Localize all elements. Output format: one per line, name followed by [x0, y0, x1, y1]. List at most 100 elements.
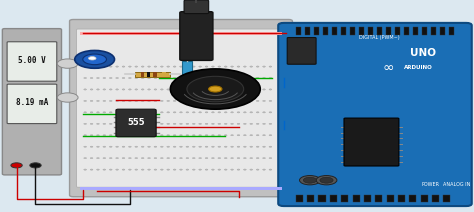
Circle shape — [250, 89, 253, 90]
Circle shape — [186, 135, 189, 136]
Circle shape — [103, 66, 106, 67]
Circle shape — [218, 89, 221, 90]
Circle shape — [244, 158, 246, 159]
Circle shape — [199, 77, 201, 79]
Circle shape — [263, 89, 265, 90]
Circle shape — [103, 112, 106, 113]
Circle shape — [122, 100, 125, 102]
Circle shape — [109, 123, 112, 124]
Text: POWER: POWER — [421, 182, 439, 187]
Bar — [341, 26, 346, 35]
Circle shape — [186, 158, 189, 159]
Circle shape — [192, 146, 195, 147]
Circle shape — [122, 112, 125, 113]
Circle shape — [90, 77, 93, 79]
Circle shape — [97, 66, 100, 67]
FancyBboxPatch shape — [7, 42, 57, 81]
Bar — [364, 195, 371, 202]
Circle shape — [97, 77, 100, 79]
Text: 555: 555 — [127, 119, 145, 127]
Bar — [404, 26, 409, 35]
Circle shape — [269, 89, 272, 90]
Circle shape — [237, 135, 240, 136]
Circle shape — [84, 158, 87, 159]
Circle shape — [263, 112, 265, 113]
Circle shape — [211, 100, 214, 102]
Circle shape — [167, 89, 170, 90]
Circle shape — [199, 135, 201, 136]
Circle shape — [211, 169, 214, 170]
Circle shape — [256, 169, 259, 170]
Circle shape — [180, 146, 182, 147]
Circle shape — [97, 100, 100, 102]
Circle shape — [199, 123, 201, 124]
Circle shape — [224, 135, 227, 136]
Bar — [395, 26, 401, 35]
Circle shape — [205, 158, 208, 159]
Bar — [140, 72, 144, 77]
Circle shape — [122, 146, 125, 147]
Circle shape — [128, 158, 131, 159]
Circle shape — [103, 100, 106, 102]
Circle shape — [97, 169, 100, 170]
Circle shape — [244, 100, 246, 102]
Circle shape — [173, 123, 176, 124]
Circle shape — [57, 93, 78, 102]
Circle shape — [173, 100, 176, 102]
Circle shape — [237, 89, 240, 90]
Circle shape — [250, 135, 253, 136]
Circle shape — [116, 146, 118, 147]
Circle shape — [231, 123, 234, 124]
Circle shape — [109, 169, 112, 170]
Circle shape — [160, 112, 163, 113]
Circle shape — [180, 89, 182, 90]
Circle shape — [218, 77, 221, 79]
Circle shape — [97, 135, 100, 136]
Circle shape — [173, 158, 176, 159]
Circle shape — [90, 123, 93, 124]
Circle shape — [192, 158, 195, 159]
Circle shape — [147, 158, 150, 159]
Circle shape — [173, 66, 176, 67]
Circle shape — [320, 177, 333, 183]
Circle shape — [224, 169, 227, 170]
Bar — [353, 195, 360, 202]
Bar — [323, 26, 328, 35]
Circle shape — [154, 169, 157, 170]
Circle shape — [218, 146, 221, 147]
Circle shape — [141, 135, 144, 136]
Circle shape — [135, 123, 137, 124]
Circle shape — [173, 146, 176, 147]
Text: DIGITAL (PWM~): DIGITAL (PWM~) — [359, 35, 400, 40]
Circle shape — [256, 89, 259, 90]
Circle shape — [256, 100, 259, 102]
Circle shape — [90, 146, 93, 147]
Circle shape — [90, 89, 93, 90]
Circle shape — [122, 123, 125, 124]
Circle shape — [244, 123, 246, 124]
FancyBboxPatch shape — [116, 109, 156, 137]
Circle shape — [84, 77, 87, 79]
Circle shape — [135, 66, 137, 67]
Circle shape — [205, 169, 208, 170]
FancyBboxPatch shape — [184, 0, 209, 14]
Circle shape — [135, 146, 137, 147]
Circle shape — [250, 146, 253, 147]
Circle shape — [180, 135, 182, 136]
Circle shape — [269, 66, 272, 67]
Circle shape — [269, 77, 272, 79]
Circle shape — [141, 66, 144, 67]
Circle shape — [122, 77, 125, 79]
Circle shape — [237, 146, 240, 147]
Circle shape — [84, 89, 87, 90]
Circle shape — [256, 112, 259, 113]
Circle shape — [141, 123, 144, 124]
Circle shape — [269, 169, 272, 170]
Circle shape — [147, 169, 150, 170]
Circle shape — [211, 77, 214, 79]
Circle shape — [231, 135, 234, 136]
Circle shape — [11, 163, 22, 168]
Circle shape — [173, 169, 176, 170]
Circle shape — [244, 77, 246, 79]
FancyBboxPatch shape — [7, 84, 57, 124]
